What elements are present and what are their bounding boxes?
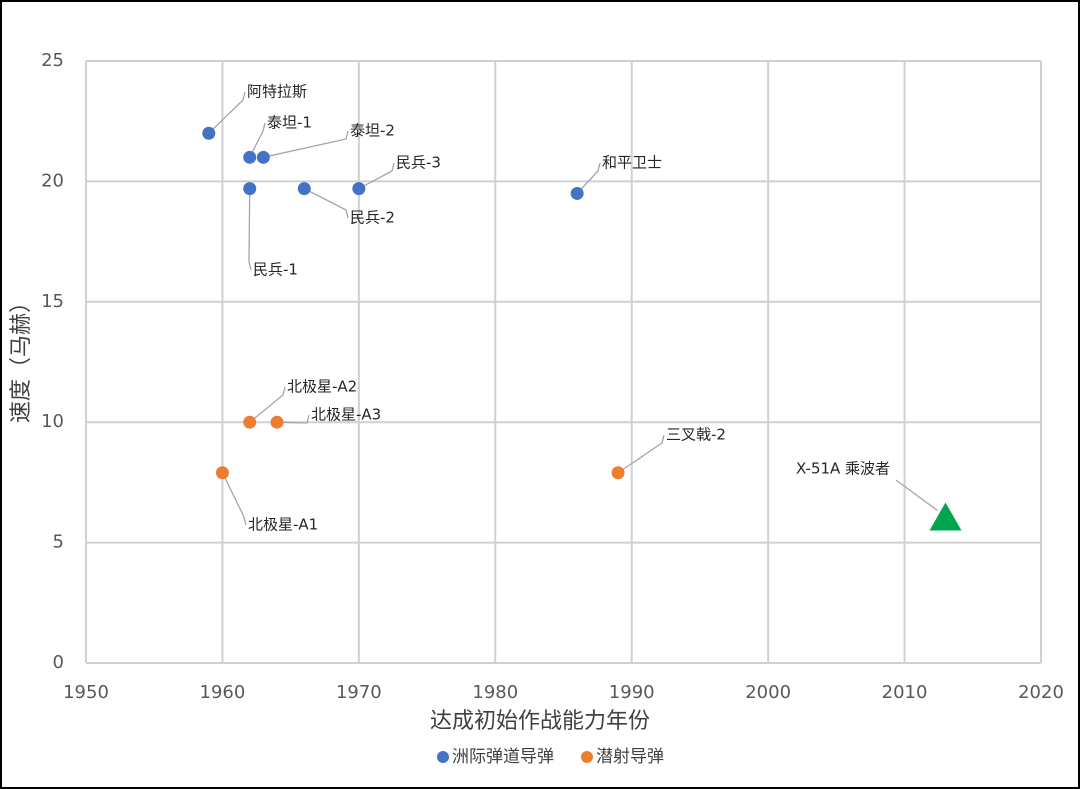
leader-line	[617, 434, 665, 474]
legend-label: 潜射导弹	[596, 747, 664, 767]
x-tick-label: 2000	[745, 682, 791, 703]
leader-line	[303, 188, 349, 219]
leader-line	[576, 162, 601, 194]
point-label: 民兵-3	[396, 154, 441, 172]
point-label: 北极星-A1	[248, 516, 318, 534]
y-tick-label: 10	[41, 411, 64, 432]
y-axis-title: 速度（马赫）	[9, 291, 34, 423]
point	[270, 415, 284, 429]
legend-label: 洲际弹道导弹	[452, 747, 554, 767]
point-label: 北极星-A3	[311, 406, 381, 424]
x-axis-title: 达成初始作战能力年份	[430, 709, 650, 734]
point	[215, 466, 229, 480]
point	[243, 415, 257, 429]
point-label: 民兵-2	[350, 209, 395, 227]
leader-line	[249, 386, 286, 423]
y-tick-label: 20	[41, 170, 64, 191]
leader-line	[895, 479, 938, 512]
y-tick-label: 0	[53, 652, 64, 673]
x-tick-label: 1990	[609, 682, 655, 703]
point	[570, 186, 584, 200]
leader-line	[208, 91, 246, 134]
y-tick-label: 15	[41, 291, 64, 312]
point	[256, 150, 270, 164]
leader-line	[249, 122, 266, 158]
leader-line	[276, 414, 310, 424]
point	[611, 466, 625, 480]
x-tick-label: 2010	[882, 682, 928, 703]
point	[243, 182, 257, 196]
highlight-point	[929, 502, 962, 531]
x-tick-label: 1950	[63, 682, 109, 703]
leader-line	[263, 130, 349, 158]
highlight-label: X-51A 乘波者	[796, 460, 890, 478]
x-tick-label: 1980	[472, 682, 518, 703]
point	[243, 150, 257, 164]
point-label: 北极星-A2	[287, 378, 357, 396]
legend-marker	[581, 751, 593, 763]
point-label: 和平卫士	[602, 154, 662, 172]
point-label: 三叉戟-2	[666, 426, 726, 444]
leader-line	[358, 162, 395, 190]
point	[297, 182, 311, 196]
leader-line	[221, 472, 247, 526]
leader-line	[248, 188, 252, 271]
x-tick-label: 1970	[336, 682, 382, 703]
point-label: 阿特拉斯	[247, 83, 307, 101]
y-tick-label: 5	[53, 532, 64, 553]
point	[202, 126, 216, 140]
legend-marker	[437, 751, 449, 763]
x-tick-label: 2020	[1018, 682, 1064, 703]
x-tick-label: 1960	[200, 682, 246, 703]
point-label: 民兵-1	[253, 261, 298, 279]
point	[352, 182, 366, 196]
y-tick-label: 25	[41, 50, 64, 71]
point-label: 泰坦-2	[350, 122, 395, 140]
point-label: 泰坦-1	[267, 114, 312, 132]
